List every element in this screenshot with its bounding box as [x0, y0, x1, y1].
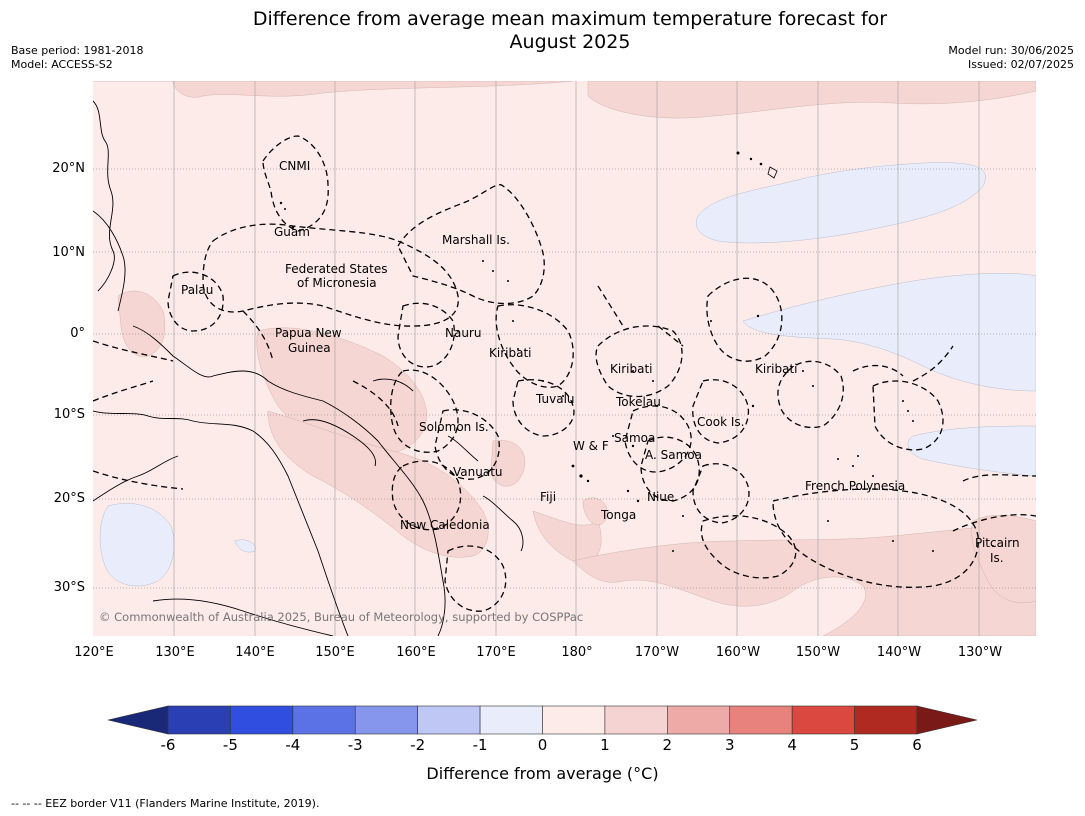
colorbar-cell — [230, 705, 294, 735]
region-new-caledonia: New Caledonia — [400, 518, 490, 532]
region-kiribati-w: Kiribati — [489, 346, 531, 360]
lon-label-180: 180° — [561, 645, 593, 660]
lon-label-140w: 140°W — [876, 645, 922, 660]
colorbar-cells — [167, 705, 918, 735]
region-nauru: Nauru — [445, 326, 481, 340]
colorbar-cell — [354, 705, 418, 735]
region-cook: Cook Is. — [697, 415, 744, 429]
forecast-map[interactable]: CNMI Guam Marshall Is. Federated States … — [93, 81, 1036, 636]
lon-label-130e: 130°E — [155, 645, 195, 660]
lat-label-0: 0° — [70, 326, 85, 341]
region-kiribati-e: Kiribati — [755, 362, 797, 376]
warm-anomaly-areas — [93, 81, 1036, 636]
colorbar-tick-label: 0 — [537, 736, 548, 754]
chart-title: Difference from average mean maximum tem… — [170, 8, 970, 54]
region-labels: CNMI Guam Marshall Is. Federated States … — [181, 159, 1020, 565]
colorbar-tick-label: -1 — [472, 736, 488, 754]
meridian-lines — [173, 81, 980, 636]
colorbar-cell — [854, 705, 918, 735]
colorbar-extend-low — [107, 705, 169, 735]
region-vanuatu: Vanuatu — [453, 465, 503, 479]
lon-label-150e: 150°E — [315, 645, 355, 660]
eez-borders — [93, 135, 1036, 612]
lat-label-10n: 10°N — [52, 245, 85, 260]
region-wallis: W & F — [573, 439, 609, 453]
lon-label-160w: 160°W — [715, 645, 761, 660]
colorbar-extend-high — [916, 705, 978, 735]
lat-label-10s: 10°S — [53, 407, 85, 422]
cool-anomaly-areas — [99, 162, 1036, 587]
colorbar-cell — [542, 705, 606, 735]
lon-label-150w: 150°W — [795, 645, 841, 660]
coastlines — [93, 100, 524, 636]
colorbar-cell — [292, 705, 356, 735]
meta-right: Model run: 30/06/2025 Issued: 02/07/2025 — [948, 44, 1074, 72]
region-solomon: Solomon Is. — [419, 420, 489, 434]
lon-label-170e: 170°E — [476, 645, 516, 660]
model-run: Model run: 30/06/2025 — [948, 44, 1074, 57]
region-png-1: Papua New — [275, 326, 342, 340]
copyright-notice: © Commonwealth of Australia 2025, Bureau… — [99, 610, 584, 624]
lon-label-130w: 130°W — [957, 645, 1003, 660]
region-am-samoa: A. Samoa — [645, 448, 702, 462]
colorbar-tick-label: 6 — [912, 736, 922, 754]
region-cnmi: CNMI — [279, 159, 310, 173]
lat-label-20n: 20°N — [52, 161, 85, 176]
colorbar-tick-label: 2 — [662, 736, 673, 754]
meta-left: Base period: 1981-2018 Model: ACCESS-S2 — [11, 44, 143, 72]
region-fiji: Fiji — [540, 490, 556, 504]
colorbar — [0, 700, 1085, 770]
lon-label-160e: 160°E — [396, 645, 436, 660]
region-png-2: Guinea — [288, 341, 331, 355]
region-fsm-1: Federated States — [285, 262, 387, 276]
colorbar-cell — [729, 705, 793, 735]
colorbar-cell — [791, 705, 855, 735]
issued-date: Issued: 02/07/2025 — [967, 58, 1074, 71]
lon-label-170w: 170°W — [634, 645, 680, 660]
lat-label-20s: 20°S — [53, 491, 85, 506]
colorbar-cell — [667, 705, 731, 735]
region-marshall: Marshall Is. — [442, 233, 510, 247]
title-line-2: August 2025 — [509, 31, 631, 53]
colorbar-tick-label: -2 — [410, 736, 426, 754]
region-samoa: Samoa — [614, 431, 655, 445]
region-tokelau: Tokelau — [615, 395, 661, 409]
eez-footnote: -- -- -- EEZ border V11 (Flanders Marine… — [11, 797, 320, 810]
region-niue: Niue — [647, 490, 674, 504]
region-guam: Guam — [274, 225, 310, 239]
colorbar-tick-label: 1 — [600, 736, 610, 754]
region-pitcairn-1: Pitcairn — [975, 536, 1020, 550]
colorbar-tick-label: -4 — [285, 736, 301, 754]
colorbar-cell — [417, 705, 481, 735]
region-tuvalu: Tuvalu — [535, 392, 575, 406]
colorbar-tick-label: -6 — [160, 736, 176, 754]
parallel-lines — [93, 168, 1036, 589]
lon-label-140e: 140°E — [235, 645, 275, 660]
colorbar-tick-label: -5 — [222, 736, 238, 754]
map-svg: CNMI Guam Marshall Is. Federated States … — [93, 81, 1036, 636]
colorbar-cell — [167, 705, 231, 735]
region-kiribati-c: Kiribati — [610, 362, 652, 376]
region-palau: Palau — [181, 283, 213, 297]
lon-label-120e: 120°E — [74, 645, 114, 660]
colorbar-tick-label: 3 — [724, 736, 735, 754]
title-line-1: Difference from average mean maximum tem… — [252, 8, 888, 30]
base-period: Base period: 1981-2018 — [11, 44, 144, 57]
colorbar-svg — [107, 705, 978, 735]
colorbar-cell — [479, 705, 543, 735]
colorbar-cell — [604, 705, 668, 735]
colorbar-tick-label: 5 — [849, 736, 860, 754]
colorbar-tick-label: -3 — [347, 736, 363, 754]
region-tonga: Tonga — [600, 508, 636, 522]
model-name: Model: ACCESS-S2 — [11, 58, 113, 71]
colorbar-tick-label: 4 — [787, 736, 797, 754]
lat-label-30s: 30°S — [53, 580, 85, 595]
region-fsm-2: of Micronesia — [297, 276, 377, 290]
region-pitcairn-2: Is. — [990, 551, 1004, 565]
colorbar-label: Difference from average (°C) — [426, 764, 659, 783]
region-french-polynesia: French Polynesia — [805, 479, 905, 493]
